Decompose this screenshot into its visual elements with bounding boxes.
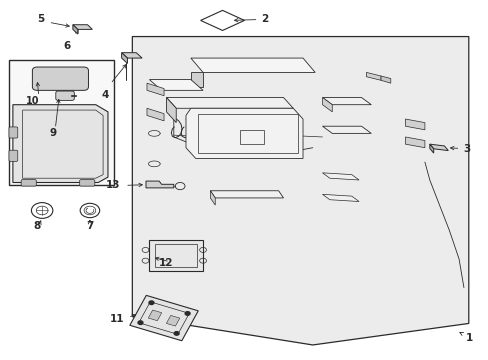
Text: 5: 5 (38, 14, 45, 24)
Polygon shape (210, 191, 215, 205)
Polygon shape (147, 108, 163, 121)
Polygon shape (73, 25, 78, 34)
Text: 9: 9 (50, 128, 57, 138)
Polygon shape (210, 191, 283, 198)
Polygon shape (73, 25, 92, 30)
FancyBboxPatch shape (9, 127, 18, 138)
Polygon shape (429, 144, 447, 150)
Text: 3: 3 (449, 144, 469, 154)
Bar (155, 244, 197, 267)
Polygon shape (190, 72, 203, 87)
Polygon shape (166, 98, 176, 123)
Polygon shape (380, 76, 390, 83)
FancyBboxPatch shape (9, 150, 18, 161)
Bar (9, 60, 114, 185)
Polygon shape (405, 137, 424, 148)
Polygon shape (132, 37, 468, 345)
Polygon shape (146, 181, 173, 188)
Text: 4: 4 (102, 90, 109, 100)
Polygon shape (322, 126, 370, 134)
Polygon shape (122, 53, 142, 58)
Polygon shape (166, 98, 293, 108)
Text: 6: 6 (63, 41, 70, 50)
Polygon shape (13, 105, 108, 183)
Polygon shape (322, 98, 331, 112)
Text: 12: 12 (158, 258, 172, 268)
FancyBboxPatch shape (56, 91, 74, 100)
Text: 7: 7 (86, 221, 93, 231)
Text: 11: 11 (109, 314, 124, 324)
Circle shape (174, 332, 179, 335)
Polygon shape (129, 295, 198, 341)
Text: 10: 10 (26, 96, 40, 106)
Polygon shape (322, 98, 370, 105)
Text: 13: 13 (105, 180, 120, 190)
Polygon shape (166, 315, 180, 326)
Bar (149, 240, 203, 271)
FancyBboxPatch shape (21, 180, 36, 186)
FancyBboxPatch shape (80, 180, 95, 186)
Polygon shape (185, 108, 303, 158)
Polygon shape (405, 119, 424, 130)
Polygon shape (429, 144, 433, 153)
Circle shape (149, 301, 154, 305)
Polygon shape (147, 83, 163, 96)
Polygon shape (148, 310, 162, 321)
Circle shape (138, 321, 142, 324)
Circle shape (185, 312, 190, 315)
Polygon shape (190, 58, 315, 72)
Text: 2: 2 (234, 14, 268, 24)
Polygon shape (149, 80, 203, 90)
Polygon shape (366, 72, 380, 80)
Polygon shape (322, 194, 358, 202)
Text: 1: 1 (459, 332, 472, 343)
Text: 8: 8 (34, 221, 41, 231)
FancyBboxPatch shape (32, 67, 88, 90)
Polygon shape (322, 173, 358, 180)
Polygon shape (122, 53, 127, 63)
